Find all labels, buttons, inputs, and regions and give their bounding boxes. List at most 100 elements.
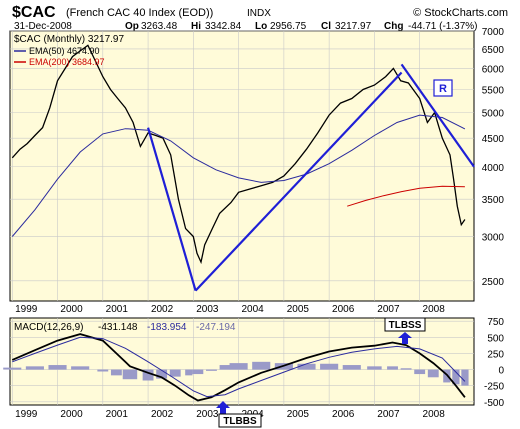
macd-x-tick-label: 1999 bbox=[15, 409, 38, 420]
macd-histogram-bar bbox=[185, 369, 193, 376]
macd-histogram-bar bbox=[367, 366, 382, 370]
price-gridlines bbox=[10, 30, 474, 301]
hi-value: 3342.84 bbox=[205, 21, 242, 32]
price-x-tick-label: 2001 bbox=[106, 304, 129, 315]
price-x-tick-label: 2004 bbox=[241, 304, 264, 315]
macd-signal-value: -183.954 bbox=[147, 322, 187, 333]
macd-x-tick-label: 2003 bbox=[196, 409, 219, 420]
macd-series-line bbox=[12, 336, 466, 398]
macd-x-tick-label: 2000 bbox=[60, 409, 83, 420]
lo-value: 2956.75 bbox=[270, 21, 307, 32]
price-y-tick-label: 5500 bbox=[482, 86, 505, 97]
legend-main-series: $CAC (Monthly) 3217.97 bbox=[14, 34, 124, 45]
support-trendline-2003-2007 bbox=[194, 71, 403, 292]
macd-histogram-bar bbox=[342, 365, 361, 370]
macd-histogram-bar bbox=[320, 363, 339, 370]
date-label: 31-Dec-2008 bbox=[14, 21, 72, 32]
macd-histogram-bar bbox=[71, 366, 90, 370]
price-x-tick-label: 2002 bbox=[151, 304, 174, 315]
macd-histogram-bar bbox=[219, 365, 231, 370]
macd-y-tick-label: 500 bbox=[487, 333, 504, 344]
macd-histogram-bar bbox=[297, 363, 316, 370]
macd-histogram-bar bbox=[25, 366, 44, 370]
price-y-tick-label: 4000 bbox=[482, 163, 505, 174]
macd-plot-area bbox=[3, 333, 469, 402]
symbol-title: $CAC bbox=[12, 4, 56, 21]
price-plot-area bbox=[11, 44, 475, 292]
macd-histogram-bar bbox=[3, 367, 22, 370]
price-y-tick-label: 4500 bbox=[482, 134, 505, 145]
macd-histogram-bar bbox=[206, 369, 217, 371]
resistance-label: R bbox=[439, 83, 447, 95]
cl-label: Cl bbox=[321, 21, 331, 32]
hi-label: Hi bbox=[191, 21, 201, 32]
tlbss-box bbox=[384, 317, 426, 332]
resistance-label-box bbox=[433, 79, 453, 97]
chg-label: Chg bbox=[384, 21, 403, 32]
resistance-trendline-2007-2009 bbox=[400, 63, 475, 168]
macd-x-tick-label: 2002 bbox=[151, 409, 174, 420]
price-panel bbox=[9, 30, 475, 302]
macd-legend: MACD(12,26,9) -431.148 -183.954 -247.194 bbox=[14, 322, 236, 333]
price-series-line bbox=[347, 185, 465, 207]
price-series-line bbox=[11, 114, 466, 237]
price-x-ticks: 1999 2000 2001 2002 2003 2004 2005 2006 2007 2008 bbox=[15, 304, 445, 315]
op-label: Op bbox=[125, 21, 139, 32]
cl-value: 3217.97 bbox=[335, 21, 372, 32]
macd-x-tick-label: 2008 bbox=[423, 409, 446, 420]
macd-x-tick-label: 2001 bbox=[106, 409, 129, 420]
macd-histogram-bar bbox=[142, 369, 154, 381]
macd-histogram-bar bbox=[427, 369, 439, 378]
chg-value: -44.71 (-1.37%) bbox=[408, 21, 477, 32]
tlbbs-label: TLBBS bbox=[223, 416, 257, 427]
macd-histogram-bar bbox=[387, 366, 398, 370]
price-y-tick-label: 6500 bbox=[482, 45, 505, 56]
macd-y-tick-label: 750 bbox=[487, 317, 504, 328]
macd-histogram-bar bbox=[169, 369, 181, 377]
macd-histogram-bar bbox=[252, 361, 271, 370]
price-y-tick-label: 2500 bbox=[482, 277, 505, 288]
copyright-label: © StockCharts.com bbox=[413, 7, 508, 19]
trendline-2002-2003 bbox=[147, 127, 197, 291]
price-y-tick-label: 5000 bbox=[482, 109, 505, 120]
legend-ema200: EMA(200) 3684.97 bbox=[29, 57, 105, 67]
price-y-tick-label: 6000 bbox=[482, 64, 505, 75]
price-legend: $CAC (Monthly) 3217.97 EMA(50) 4674.90 E… bbox=[14, 34, 124, 67]
price-x-tick-label: 2007 bbox=[377, 304, 400, 315]
tlbss-annotation: TLBSS bbox=[384, 317, 426, 344]
macd-x-tick-label: 2005 bbox=[287, 409, 310, 420]
macd-y-ticks: 750 500 250 0 -250 -500 bbox=[484, 317, 504, 409]
macd-y-tick-label: 0 bbox=[498, 366, 504, 377]
price-x-tick-label: 2000 bbox=[60, 304, 83, 315]
macd-histogram-bar bbox=[229, 363, 248, 370]
macd-series-line bbox=[11, 333, 466, 402]
macd-label: MACD(12,26,9) bbox=[14, 322, 83, 333]
lo-label: Lo bbox=[255, 21, 267, 32]
op-value: 3263.48 bbox=[141, 21, 178, 32]
macd-histogram-bar bbox=[192, 369, 204, 375]
macd-gridlines bbox=[10, 318, 474, 405]
price-x-tick-label: 2005 bbox=[287, 304, 310, 315]
price-y-tick-label: 7000 bbox=[482, 27, 505, 38]
tlbss-label: TLBSS bbox=[389, 320, 422, 331]
price-y-ticks: 2500 3000 3500 4000 4500 5000 5500 6000 6500 7000 bbox=[482, 27, 505, 288]
price-series-line bbox=[11, 44, 466, 265]
price-x-tick-label: 1999 bbox=[15, 304, 38, 315]
macd-histogram-bar bbox=[452, 369, 460, 385]
macd-x-tick-label: 2006 bbox=[332, 409, 355, 420]
macd-histogram-bar bbox=[414, 369, 426, 375]
tlbbs-annotation: TLBBS bbox=[216, 401, 262, 428]
macd-y-tick-label: -500 bbox=[484, 398, 504, 409]
index-description: (French CAC 40 Index (EOD)) bbox=[66, 7, 213, 19]
macd-histogram-bar bbox=[461, 369, 469, 386]
macd-histogram-bar bbox=[122, 369, 138, 380]
exchange-label: INDX bbox=[247, 8, 271, 19]
price-y-tick-label: 3000 bbox=[482, 233, 505, 244]
price-x-tick-label: 2006 bbox=[332, 304, 355, 315]
macd-histogram-bar bbox=[48, 365, 67, 370]
macd-panel bbox=[9, 317, 475, 406]
price-x-tick-label: 2003 bbox=[196, 304, 219, 315]
macd-histogram-bar bbox=[400, 368, 412, 370]
macd-histogram-bar bbox=[156, 369, 168, 379]
